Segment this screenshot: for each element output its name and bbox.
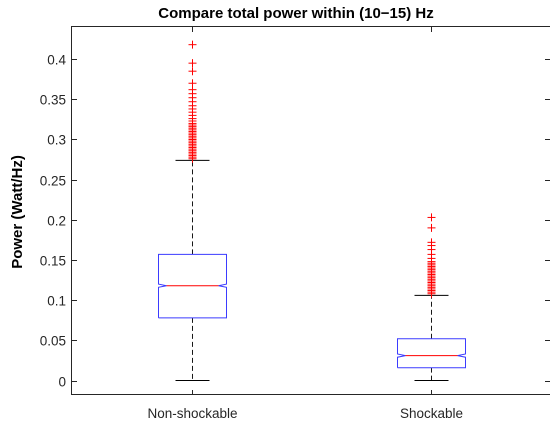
outlier-marker <box>188 67 197 76</box>
y-tick-label: 0.4 <box>47 53 66 68</box>
box-body <box>397 338 466 369</box>
y-tick-label: 0.1 <box>47 294 66 309</box>
box-group-non-shockable <box>158 40 227 382</box>
outlier-marker <box>427 238 436 247</box>
box-group-shockable <box>397 213 466 382</box>
box-body <box>158 253 227 319</box>
y-tick-label: 0.35 <box>40 93 66 108</box>
y-tick-label: 0.05 <box>40 334 66 349</box>
box-series <box>158 40 466 382</box>
x-axis-ticks: Non-shockable Shockable <box>147 27 463 421</box>
outlier-marker <box>188 40 197 49</box>
outlier-marker <box>427 223 436 232</box>
y-tick-label: 0.2 <box>47 214 66 229</box>
y-axis-ticks: 0 0.05 0.1 0.15 0.2 0.25 0.3 0.35 0.4 <box>40 53 550 390</box>
outlier-marker <box>427 213 436 222</box>
y-tick-label: 0 <box>58 375 66 390</box>
y-axis-label: Power (Watt/Hz) <box>9 155 26 269</box>
x-tick-label: Non-shockable <box>147 406 237 421</box>
x-tick-label: Shockable <box>400 406 463 421</box>
y-tick-label: 0.3 <box>47 133 66 148</box>
plot-area-frame <box>71 26 550 395</box>
y-tick-label: 0.15 <box>40 254 66 269</box>
y-tick-label: 0.25 <box>40 174 66 189</box>
outlier-marker <box>188 59 197 68</box>
outlier-marker <box>188 79 197 88</box>
chart-title: Compare total power within (10−15) Hz <box>158 5 433 22</box>
